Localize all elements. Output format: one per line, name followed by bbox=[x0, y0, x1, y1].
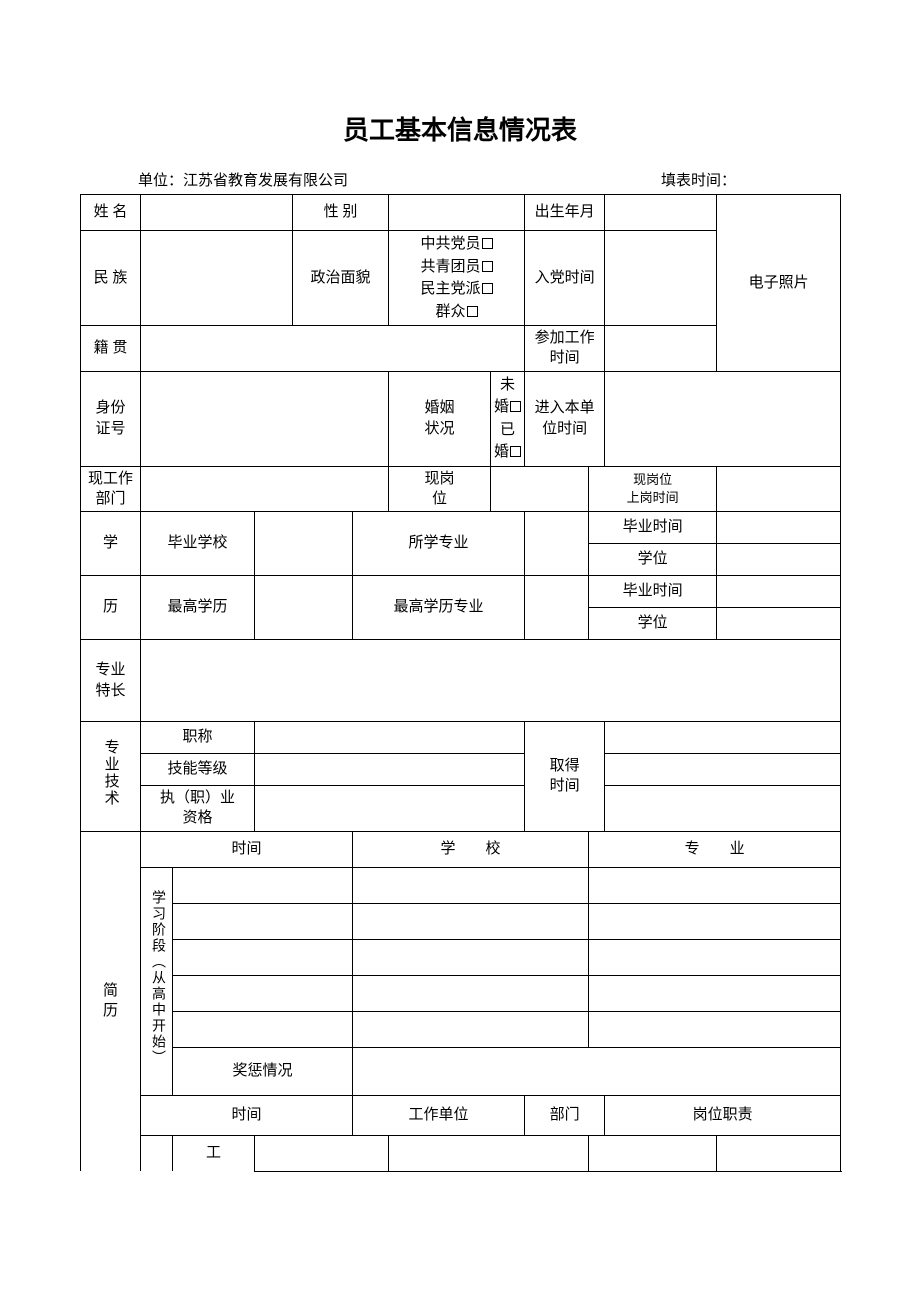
study-school-3[interactable] bbox=[353, 939, 589, 975]
reward-punish-label: 奖惩情况 bbox=[173, 1047, 353, 1095]
study-time-4[interactable] bbox=[173, 975, 353, 1011]
license-label: 执（职）业资格 bbox=[141, 786, 255, 832]
work-start-label: 参加工作时间 bbox=[525, 326, 605, 372]
study-major-5[interactable] bbox=[589, 1011, 841, 1047]
info-table: 姓 名 性 别 出生年月 电子照片 民 族 政治面貌 中共党员 共青团员 民主党… bbox=[80, 194, 841, 1172]
join-party-label: 入党时间 bbox=[525, 231, 605, 326]
study-time-2[interactable] bbox=[173, 903, 353, 939]
join-party-value[interactable] bbox=[605, 231, 717, 326]
edu-label-2: 历 bbox=[81, 576, 141, 640]
license-value[interactable] bbox=[255, 786, 525, 832]
unit-value: 江苏省教育发展有限公司 bbox=[183, 173, 348, 189]
study-school-4[interactable] bbox=[353, 975, 589, 1011]
grad-time-value-1[interactable] bbox=[717, 512, 841, 544]
work-unit-1[interactable] bbox=[389, 1135, 589, 1171]
highest-edu-major-value[interactable] bbox=[525, 576, 589, 640]
major-col-label: 专 业 bbox=[589, 831, 841, 867]
native-place-value[interactable] bbox=[141, 326, 525, 372]
work-time-1[interactable] bbox=[255, 1135, 389, 1171]
obtain-time-value-1[interactable] bbox=[605, 722, 841, 754]
study-phase-label: 学习阶段（从高中开始） bbox=[141, 867, 173, 1095]
highest-edu-major-label: 最高学历专业 bbox=[353, 576, 525, 640]
skill-level-value[interactable] bbox=[255, 754, 525, 786]
grad-time-label-1: 毕业时间 bbox=[589, 512, 717, 544]
photo-cell[interactable]: 电子照片 bbox=[717, 195, 841, 372]
work-phase-label: 工 bbox=[173, 1135, 255, 1171]
unit-label: 单位： bbox=[138, 173, 183, 189]
name-value[interactable] bbox=[141, 195, 293, 231]
marriage-label: 婚姻状况 bbox=[389, 371, 491, 466]
ethnic-value[interactable] bbox=[141, 231, 293, 326]
current-post-value[interactable] bbox=[491, 466, 589, 512]
grad-school-value[interactable] bbox=[255, 512, 353, 576]
prof-tech-label: 专业技术 bbox=[81, 722, 141, 832]
grad-time-value-2[interactable] bbox=[717, 576, 841, 608]
study-time-1[interactable] bbox=[173, 867, 353, 903]
highest-edu-label: 最高学历 bbox=[141, 576, 255, 640]
degree-label-1: 学位 bbox=[589, 544, 717, 576]
birth-value[interactable] bbox=[605, 195, 717, 231]
grad-time-label-2: 毕业时间 bbox=[589, 576, 717, 608]
highest-edu-value[interactable] bbox=[255, 576, 353, 640]
resume-label: 简历 bbox=[81, 831, 141, 1171]
dept-col-label: 部门 bbox=[525, 1095, 605, 1135]
study-major-3[interactable] bbox=[589, 939, 841, 975]
fill-time-label: 填表时间： bbox=[661, 173, 736, 189]
name-label: 姓 名 bbox=[81, 195, 141, 231]
time-col-label-1: 时间 bbox=[141, 831, 353, 867]
politics-options[interactable]: 中共党员 共青团员 民主党派 群众 bbox=[389, 231, 525, 326]
current-dept-label: 现工作部门 bbox=[81, 466, 141, 512]
degree-label-2: 学位 bbox=[589, 608, 717, 640]
meta-row: 单位：江苏省教育发展有限公司 填表时间： bbox=[80, 169, 840, 194]
gender-label: 性 别 bbox=[293, 195, 389, 231]
study-school-5[interactable] bbox=[353, 1011, 589, 1047]
current-post-label: 现岗位 bbox=[389, 466, 491, 512]
native-place-label: 籍 贯 bbox=[81, 326, 141, 372]
specialty-label: 专业特长 bbox=[81, 640, 141, 722]
edu-label-1: 学 bbox=[81, 512, 141, 576]
obtain-time-value-2[interactable] bbox=[605, 754, 841, 786]
school-col-label: 学 校 bbox=[353, 831, 589, 867]
form-title: 员工基本信息情况表 bbox=[80, 110, 840, 147]
id-label: 身份证号 bbox=[81, 371, 141, 466]
marriage-options[interactable]: 未婚 已婚 bbox=[491, 371, 525, 466]
grad-school-label: 毕业学校 bbox=[141, 512, 255, 576]
study-major-4[interactable] bbox=[589, 975, 841, 1011]
politics-label: 政治面貌 bbox=[293, 231, 389, 326]
current-post-time-label: 现岗位上岗时间 bbox=[589, 466, 717, 512]
work-duty-1[interactable] bbox=[717, 1135, 841, 1171]
study-school-2[interactable] bbox=[353, 903, 589, 939]
work-unit-label: 工作单位 bbox=[353, 1095, 525, 1135]
ethnic-label: 民 族 bbox=[81, 231, 141, 326]
obtain-time-value-3[interactable] bbox=[605, 786, 841, 832]
study-time-3[interactable] bbox=[173, 939, 353, 975]
major-label: 所学专业 bbox=[353, 512, 525, 576]
degree-value-2[interactable] bbox=[717, 608, 841, 640]
study-school-1[interactable] bbox=[353, 867, 589, 903]
major-value[interactable] bbox=[525, 512, 589, 576]
time-col-label-2: 时间 bbox=[141, 1095, 353, 1135]
study-major-2[interactable] bbox=[589, 903, 841, 939]
specialty-value[interactable] bbox=[141, 640, 841, 722]
obtain-time-label: 取得时间 bbox=[525, 722, 605, 832]
title-rank-value[interactable] bbox=[255, 722, 525, 754]
birth-label: 出生年月 bbox=[525, 195, 605, 231]
study-time-5[interactable] bbox=[173, 1011, 353, 1047]
join-unit-label: 进入本单位时间 bbox=[525, 371, 605, 466]
join-unit-value[interactable] bbox=[605, 371, 841, 466]
title-rank-label: 职称 bbox=[141, 722, 255, 754]
current-post-time-value[interactable] bbox=[717, 466, 841, 512]
skill-level-label: 技能等级 bbox=[141, 754, 255, 786]
study-major-1[interactable] bbox=[589, 867, 841, 903]
work-start-value[interactable] bbox=[605, 326, 717, 372]
gender-value[interactable] bbox=[389, 195, 525, 231]
post-duty-label: 岗位职责 bbox=[605, 1095, 841, 1135]
id-value[interactable] bbox=[141, 371, 389, 466]
work-dept-1[interactable] bbox=[589, 1135, 717, 1171]
reward-punish-value[interactable] bbox=[353, 1047, 841, 1095]
degree-value-1[interactable] bbox=[717, 544, 841, 576]
current-dept-value[interactable] bbox=[141, 466, 389, 512]
